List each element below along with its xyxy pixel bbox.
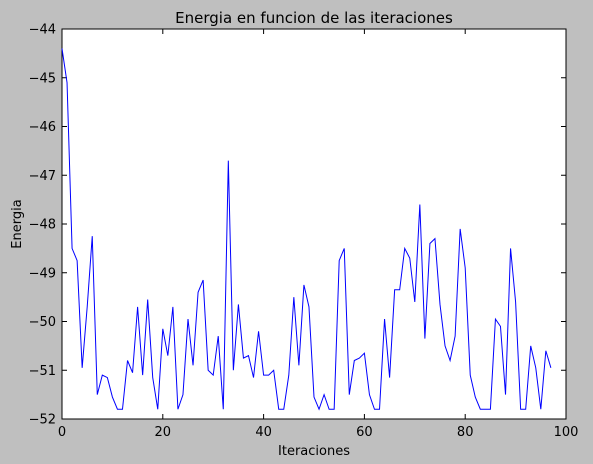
x-tick-label: 0 — [58, 425, 66, 440]
y-axis-label: Energia — [10, 199, 25, 248]
x-axis-ticks: 0 20 40 60 80 100 — [58, 29, 579, 440]
y-tick-label: −44 — [29, 23, 56, 38]
x-tick-label: 20 — [155, 425, 172, 440]
y-axis-ticks: −52 −51 −50 −49 −48 −47 −46 −45 −44 — [29, 23, 566, 428]
y-tick-label: −48 — [29, 218, 56, 233]
y-tick-label: −46 — [29, 120, 56, 135]
y-tick-label: −52 — [29, 413, 56, 428]
x-tick-label: 80 — [457, 425, 474, 440]
y-tick-label: −50 — [29, 315, 56, 330]
x-tick-label: 60 — [356, 425, 373, 440]
x-axis-label: Iteraciones — [278, 444, 350, 459]
y-tick-label: −45 — [29, 71, 56, 86]
y-tick-label: −49 — [29, 266, 56, 281]
energy-series-line — [61, 48, 552, 411]
series-layer — [61, 48, 552, 411]
y-tick-label: −47 — [29, 169, 56, 184]
chart-title: Energia en funcion de las iteraciones — [175, 9, 453, 27]
x-tick-label: 40 — [255, 425, 272, 440]
plot-area — [61, 28, 567, 420]
x-tick-label: 100 — [554, 425, 579, 440]
y-tick-label: −51 — [29, 364, 56, 379]
